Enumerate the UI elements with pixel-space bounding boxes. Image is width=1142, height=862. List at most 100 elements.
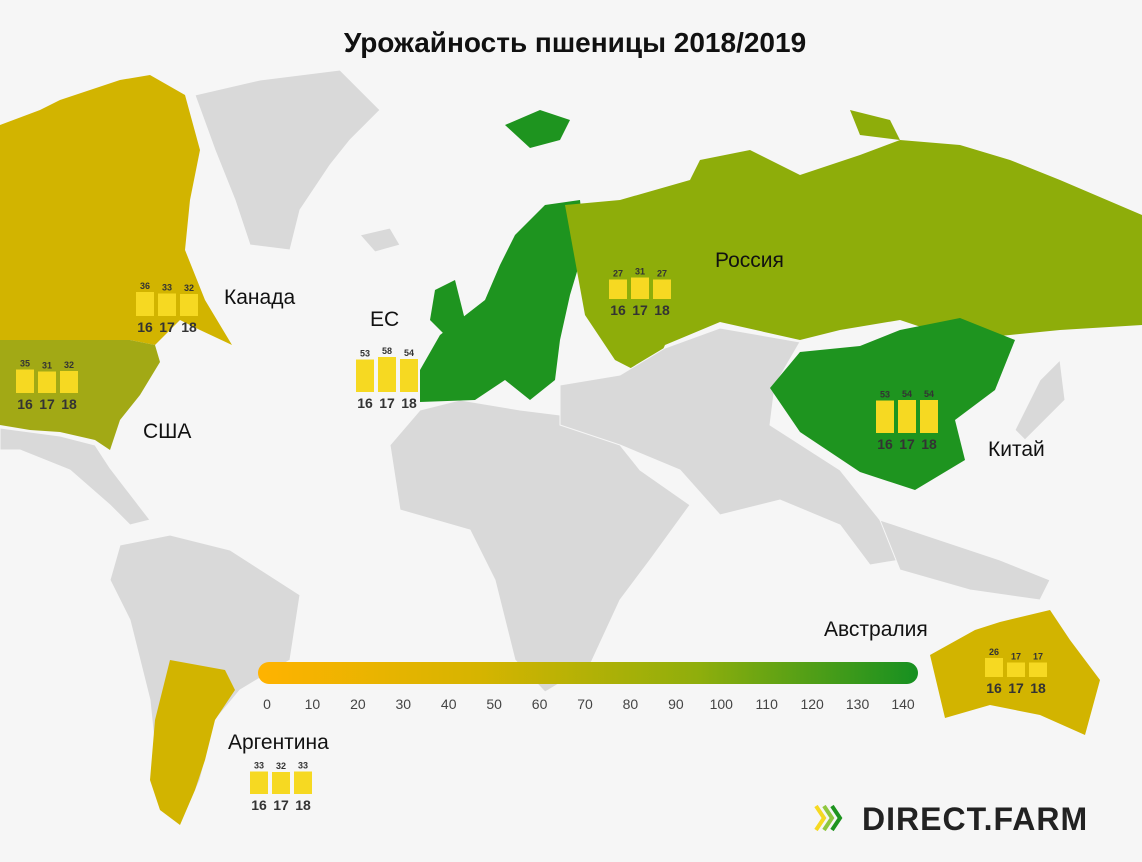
year-label: 17 — [39, 396, 55, 412]
year-label: 17 — [273, 797, 289, 813]
colorbar-tick-label: 80 — [623, 696, 639, 712]
year-label: 18 — [921, 436, 937, 452]
colorbar-tick-label: 130 — [846, 696, 870, 712]
bar-value-label: 54 — [924, 389, 934, 399]
colorbar-tick-label: 100 — [710, 696, 734, 712]
colorbar-tick-label: 40 — [441, 696, 457, 712]
bar-value-label: 33 — [162, 283, 172, 293]
bar — [38, 371, 56, 393]
bar-value-label: 32 — [184, 283, 194, 293]
year-label: 16 — [610, 302, 626, 318]
africa — [389, 399, 691, 693]
southeast-asia — [879, 519, 1051, 601]
region: Австралия 26 16 17 17 17 18 — [824, 618, 1047, 696]
colorbar-tick-label: 30 — [395, 696, 411, 712]
bar-value-label: 54 — [902, 389, 912, 399]
central-america — [0, 427, 151, 526]
bar — [985, 658, 1003, 677]
year-label: 17 — [379, 395, 395, 411]
bar — [356, 359, 374, 392]
bar — [294, 771, 312, 794]
greenland — [194, 69, 381, 251]
year-label: 17 — [899, 436, 915, 452]
year-label: 16 — [986, 680, 1002, 696]
bar-value-label: 54 — [404, 348, 414, 358]
bar — [631, 277, 649, 299]
bar-value-label: 33 — [298, 761, 308, 771]
bar-value-label: 31 — [635, 267, 645, 277]
russia-islands — [850, 110, 900, 140]
region: Китай 53 16 54 17 54 18 — [876, 389, 1045, 461]
bar-value-label: 17 — [1033, 652, 1043, 662]
region-label: Аргентина — [228, 731, 329, 754]
usa — [0, 340, 160, 450]
colorbar-tick-label: 20 — [350, 696, 366, 712]
year-label: 18 — [401, 395, 417, 411]
bar-value-label: 17 — [1011, 652, 1021, 662]
year-label: 18 — [1030, 680, 1046, 696]
year-label: 18 — [295, 797, 311, 813]
colorbar-tick-label: 10 — [305, 696, 321, 712]
bar — [609, 279, 627, 299]
japan — [1014, 358, 1066, 441]
colorbar-tick-label: 140 — [891, 696, 915, 712]
year-label: 17 — [632, 302, 648, 318]
bar-value-label: 53 — [880, 390, 890, 400]
argentina — [150, 660, 235, 825]
canada — [0, 75, 232, 345]
bar-value-label: 53 — [360, 349, 370, 359]
bar — [653, 279, 671, 299]
uk — [430, 280, 465, 335]
bar-value-label: 36 — [140, 281, 150, 291]
year-label: 16 — [357, 395, 373, 411]
chart-title: Урожайность пшеницы 2018/2019 — [344, 27, 806, 58]
bar-value-label: 26 — [989, 647, 999, 657]
region: Аргентина 33 16 32 17 33 18 — [228, 731, 329, 813]
bar — [1029, 662, 1047, 677]
bar — [876, 400, 894, 433]
colorbar-tick-label: 70 — [577, 696, 593, 712]
russia — [565, 140, 1142, 378]
bar — [920, 400, 938, 433]
year-label: 17 — [159, 319, 175, 335]
region-label: Канада — [224, 286, 295, 309]
bar — [1007, 662, 1025, 677]
region-label: Китай — [988, 438, 1045, 461]
region-label: Россия — [715, 249, 784, 272]
colorbar-tick-label: 120 — [800, 696, 824, 712]
bar — [180, 294, 198, 316]
bar-value-label: 31 — [42, 361, 52, 371]
colorbar-tick-label: 110 — [756, 696, 779, 712]
logo-icon — [814, 804, 843, 832]
bar — [136, 292, 154, 316]
bar — [60, 371, 78, 393]
region-label: ЕС — [370, 308, 399, 331]
bar-value-label: 32 — [276, 761, 286, 771]
region: ЕС 53 16 58 17 54 18 — [356, 308, 418, 411]
year-label: 16 — [17, 396, 33, 412]
bar-value-label: 32 — [64, 360, 74, 370]
bar-value-label: 27 — [657, 269, 667, 279]
bar-value-label: 58 — [382, 346, 392, 356]
bar — [250, 771, 268, 794]
colorbar — [258, 662, 918, 684]
colorbar-tick-label: 90 — [668, 696, 684, 712]
year-label: 16 — [137, 319, 153, 335]
regions: Канада 36 16 33 17 32 18 США 35 16 31 17 32 18 ЕС 53 16 5… — [16, 249, 1047, 813]
year-label: 16 — [251, 797, 267, 813]
year-label: 18 — [654, 302, 670, 318]
region-label: Австралия — [824, 618, 928, 641]
eu — [420, 200, 585, 402]
logo: DIRECT.FARM — [862, 801, 1088, 837]
colorbar-tick-label: 50 — [486, 696, 502, 712]
bar — [158, 293, 176, 316]
region: Канада 36 16 33 17 32 18 — [136, 281, 295, 335]
iceland — [359, 227, 401, 253]
bar — [272, 772, 290, 794]
colorbar-tick-label: 60 — [532, 696, 548, 712]
bar-value-label: 35 — [20, 359, 30, 369]
world-map — [0, 69, 1142, 826]
year-label: 18 — [181, 319, 197, 335]
region: Россия 27 16 31 17 27 18 — [609, 249, 784, 318]
bar — [16, 369, 34, 393]
